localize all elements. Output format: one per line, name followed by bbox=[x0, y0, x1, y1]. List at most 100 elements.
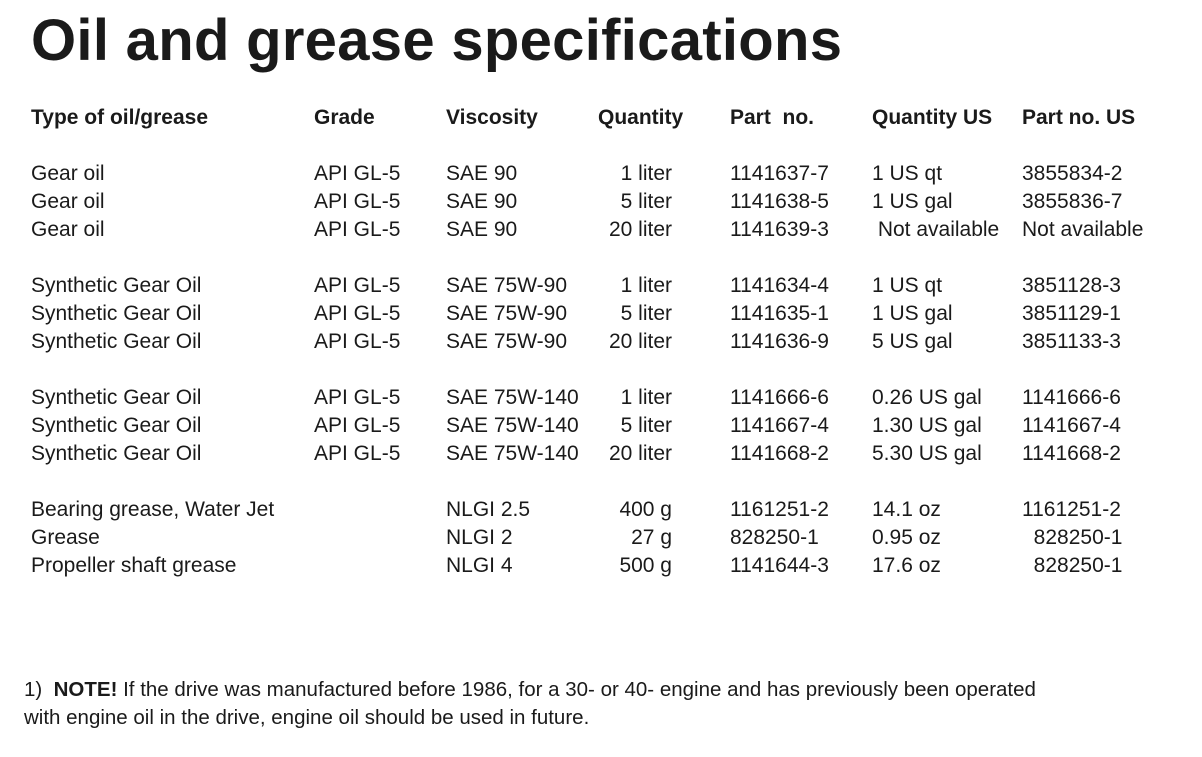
cell-quantity: 5 liter bbox=[620, 414, 672, 437]
cell-type: Synthetic Gear Oil bbox=[31, 302, 202, 325]
cell-quantity-us: 0.26 US gal bbox=[872, 386, 982, 409]
cell-grade: API GL-5 bbox=[314, 330, 401, 353]
table-row: Synthetic Gear Oil API GL-5 SAE 75W-90 20 l… bbox=[0, 328, 1202, 356]
cell-viscosity: SAE 75W-90 bbox=[446, 274, 568, 297]
table-row: Gear oil API GL-5 SAE 90 1 liter 1141637-7 1 … bbox=[0, 160, 1202, 188]
cell-type: Bearing grease, Water Jet bbox=[31, 498, 275, 521]
cell-grade: API GL-5 bbox=[314, 218, 401, 241]
cell-viscosity: SAE 75W-90 bbox=[446, 330, 568, 353]
cell-viscosity: SAE 75W-140 bbox=[446, 442, 579, 465]
cell-quantity-us: 5.30 US gal bbox=[872, 442, 982, 465]
cell-part-no-us: 3851128-3 bbox=[1022, 274, 1121, 297]
cell-part-no: 1141637-7 bbox=[730, 162, 829, 185]
cell-quantity-us: 1 US gal bbox=[872, 190, 953, 213]
cell-viscosity: NLGI 2.5 bbox=[446, 498, 531, 521]
cell-part-no-us: Not available bbox=[1022, 218, 1144, 241]
cell-viscosity: SAE 90 bbox=[446, 218, 518, 241]
cell-grade: API GL-5 bbox=[314, 190, 401, 213]
footnote-line2: with engine oil in the drive, engine oil… bbox=[24, 706, 590, 729]
cell-quantity: 1 liter bbox=[620, 274, 672, 297]
cell-viscosity: SAE 75W-140 bbox=[446, 386, 579, 409]
table-row: Synthetic Gear Oil API GL-5 SAE 75W-140 1 l… bbox=[0, 384, 1202, 412]
table-header: Type of oil/grease Grade Viscosity Quant… bbox=[0, 104, 1202, 132]
footnote-label: NOTE! bbox=[53, 678, 118, 701]
cell-quantity-us: 17.6 oz bbox=[872, 554, 941, 577]
cell-part-no: 1141644-3 bbox=[730, 554, 829, 577]
cell-grade: API GL-5 bbox=[314, 414, 401, 437]
cell-type: Synthetic Gear Oil bbox=[31, 386, 202, 409]
cell-part-no-us: 1161251-2 bbox=[1022, 498, 1121, 521]
cell-part-no: 1141635-1 bbox=[730, 302, 829, 325]
cell-quantity-us: Not available bbox=[872, 218, 1000, 241]
cell-part-no: 1141666-6 bbox=[730, 386, 829, 409]
table-row: Bearing grease, Water Jet NLGI 2.5 400 g 11… bbox=[0, 496, 1202, 524]
cell-part-no: 1161251-2 bbox=[730, 498, 829, 521]
header-quantity-us: Quantity US bbox=[872, 106, 993, 129]
cell-part-no: 1141638-5 bbox=[730, 190, 829, 213]
cell-part-no-us: 3851129-1 bbox=[1022, 302, 1121, 325]
cell-part-no: 1141668-2 bbox=[730, 442, 829, 465]
header-grade: Grade bbox=[314, 106, 375, 129]
cell-type: Gear oil bbox=[31, 162, 105, 185]
cell-part-no-us: 828250-1 bbox=[1022, 526, 1123, 549]
cell-type: Propeller shaft grease bbox=[31, 554, 237, 577]
table-row: Gear oil API GL-5 SAE 90 5 liter 1141638-5 1 … bbox=[0, 188, 1202, 216]
cell-type: Synthetic Gear Oil bbox=[31, 414, 202, 437]
cell-type: Synthetic Gear Oil bbox=[31, 442, 202, 465]
cell-quantity: 5 liter bbox=[620, 302, 672, 325]
cell-part-no: 1141636-9 bbox=[730, 330, 829, 353]
header-viscosity: Viscosity bbox=[446, 106, 538, 129]
table-row: Synthetic Gear Oil API GL-5 SAE 75W-140 20 … bbox=[0, 440, 1202, 468]
table-row: Propeller shaft grease NLGI 4 500 g 1141644… bbox=[0, 552, 1202, 580]
cell-part-no: 828250-1 bbox=[730, 526, 819, 549]
cell-type: Gear oil bbox=[31, 190, 105, 213]
cell-quantity: 20 liter bbox=[608, 218, 672, 241]
table-row: Grease NLGI 2 27 g 828250-1 0.95 oz 828250-1 bbox=[0, 524, 1202, 552]
cell-viscosity: SAE 90 bbox=[446, 162, 518, 185]
cell-quantity-us: 14.1 oz bbox=[872, 498, 941, 521]
cell-quantity-us: 1 US qt bbox=[872, 274, 943, 297]
cell-part-no-us: 3855834-2 bbox=[1022, 162, 1123, 185]
cell-part-no-us: 1141666-6 bbox=[1022, 386, 1121, 409]
cell-quantity: 20 liter bbox=[608, 442, 672, 465]
cell-quantity: 400 g bbox=[619, 498, 672, 521]
cell-viscosity: NLGI 2 bbox=[446, 526, 513, 549]
cell-quantity: 27 g bbox=[631, 526, 672, 549]
footnote-line1: If the drive was manufactured before 198… bbox=[117, 678, 1036, 701]
cell-part-no: 1141639-3 bbox=[730, 218, 829, 241]
cell-viscosity: SAE 90 bbox=[446, 190, 518, 213]
cell-part-no-us: 3851133-3 bbox=[1022, 330, 1121, 353]
cell-quantity: 5 liter bbox=[620, 190, 672, 213]
cell-grade: API GL-5 bbox=[314, 162, 401, 185]
header-quantity: Quantity bbox=[598, 106, 684, 129]
footnote-prefix: 1) bbox=[24, 678, 54, 701]
cell-quantity-us: 1.30 US gal bbox=[872, 414, 982, 437]
header-part-no-us: Part no. US bbox=[1022, 106, 1136, 129]
header-part-no: Part no. bbox=[730, 106, 815, 129]
cell-grade: API GL-5 bbox=[314, 386, 401, 409]
cell-type: Gear oil bbox=[31, 218, 105, 241]
cell-part-no-us: 3855836-7 bbox=[1022, 190, 1123, 213]
cell-type: Grease bbox=[31, 526, 100, 549]
table-row: Synthetic Gear Oil API GL-5 SAE 75W-90 5 li… bbox=[0, 300, 1202, 328]
cell-quantity: 1 liter bbox=[620, 162, 672, 185]
cell-part-no-us: 1141667-4 bbox=[1022, 414, 1121, 437]
header-type: Type of oil/grease bbox=[31, 106, 208, 129]
footnote: 1) NOTE! If the drive was manufactured b… bbox=[24, 676, 1174, 732]
table-row: Gear oil API GL-5 SAE 90 20 liter 1141639-3 … bbox=[0, 216, 1202, 244]
cell-quantity: 500 g bbox=[619, 554, 672, 577]
cell-quantity-us: 0.95 oz bbox=[872, 526, 941, 549]
cell-part-no: 1141634-4 bbox=[730, 274, 829, 297]
cell-quantity-us: 5 US gal bbox=[872, 330, 953, 353]
cell-grade: API GL-5 bbox=[314, 274, 401, 297]
cell-viscosity: NLGI 4 bbox=[446, 554, 513, 577]
table-row: Synthetic Gear Oil API GL-5 SAE 75W-140 5 l… bbox=[0, 412, 1202, 440]
cell-type: Synthetic Gear Oil bbox=[31, 274, 202, 297]
cell-viscosity: SAE 75W-140 bbox=[446, 414, 579, 437]
table-row: Synthetic Gear Oil API GL-5 SAE 75W-90 1 li… bbox=[0, 272, 1202, 300]
page-title: Oil and grease specifications bbox=[31, 8, 843, 73]
cell-part-no: 1141667-4 bbox=[730, 414, 829, 437]
cell-viscosity: SAE 75W-90 bbox=[446, 302, 568, 325]
cell-part-no-us: 1141668-2 bbox=[1022, 442, 1121, 465]
cell-grade: API GL-5 bbox=[314, 302, 401, 325]
